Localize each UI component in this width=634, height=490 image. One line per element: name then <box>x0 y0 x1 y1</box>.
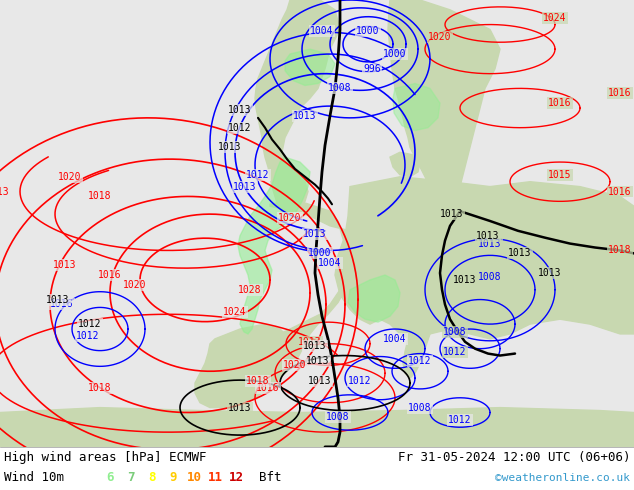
Text: 1013: 1013 <box>440 209 463 219</box>
Text: 1012: 1012 <box>246 170 269 180</box>
Text: 1013: 1013 <box>478 239 501 248</box>
Text: 1020: 1020 <box>428 32 452 42</box>
Polygon shape <box>445 182 634 285</box>
Text: 1013: 1013 <box>233 182 257 192</box>
Text: 1013: 1013 <box>46 294 70 305</box>
Text: 1013: 1013 <box>453 275 477 285</box>
Text: Wind 10m: Wind 10m <box>4 471 64 485</box>
Text: 1013: 1013 <box>228 105 252 115</box>
Text: 1012: 1012 <box>348 376 372 386</box>
Text: 1008: 1008 <box>328 83 352 94</box>
Text: 1008: 1008 <box>327 413 350 422</box>
Text: 9: 9 <box>169 471 177 485</box>
Polygon shape <box>440 250 555 319</box>
Text: 12: 12 <box>228 471 243 485</box>
Text: 1020: 1020 <box>283 360 307 370</box>
Polygon shape <box>195 324 295 408</box>
Text: 1024: 1024 <box>223 307 247 318</box>
Text: 1013: 1013 <box>538 268 562 278</box>
Text: 1020: 1020 <box>123 280 146 290</box>
Polygon shape <box>390 152 420 177</box>
Text: D13: D13 <box>0 187 9 196</box>
Text: 1013: 1013 <box>218 142 242 152</box>
Text: 1016: 1016 <box>256 383 280 393</box>
Text: 1016: 1016 <box>608 88 631 98</box>
Text: 1012: 1012 <box>228 122 252 133</box>
Text: 1013: 1013 <box>303 341 327 351</box>
Text: 1028: 1028 <box>238 285 262 295</box>
Text: 11: 11 <box>207 471 223 485</box>
Polygon shape <box>348 275 400 322</box>
Polygon shape <box>395 270 432 378</box>
Text: 1012: 1012 <box>448 416 472 425</box>
Text: 1008: 1008 <box>443 327 467 337</box>
Text: 1016: 1016 <box>608 187 631 196</box>
Text: 1013: 1013 <box>306 356 330 367</box>
Text: 1018: 1018 <box>246 376 269 386</box>
Text: Bft: Bft <box>259 471 281 485</box>
Text: 8: 8 <box>148 471 156 485</box>
Polygon shape <box>238 157 310 334</box>
Text: 1004: 1004 <box>318 258 342 268</box>
Polygon shape <box>285 49 335 85</box>
Text: 1018: 1018 <box>88 383 112 393</box>
Polygon shape <box>215 201 355 388</box>
Polygon shape <box>335 177 634 339</box>
Polygon shape <box>255 0 340 214</box>
Text: 1000: 1000 <box>383 49 407 59</box>
Text: 1018: 1018 <box>88 192 112 201</box>
Text: 1000: 1000 <box>356 26 380 36</box>
Text: 1012: 1012 <box>78 319 101 329</box>
Text: 1020: 1020 <box>58 172 82 182</box>
Text: 1004: 1004 <box>310 26 333 36</box>
Text: 1012: 1012 <box>408 356 432 367</box>
Text: 1013: 1013 <box>298 337 321 347</box>
Text: 1013: 1013 <box>303 229 327 239</box>
Text: 10: 10 <box>186 471 202 485</box>
Text: 1013: 1013 <box>294 111 317 121</box>
Text: 1008: 1008 <box>408 403 432 413</box>
Text: 1016: 1016 <box>548 98 572 108</box>
Text: 1012: 1012 <box>76 331 100 341</box>
Text: 1004: 1004 <box>383 334 407 344</box>
Polygon shape <box>393 83 440 131</box>
Polygon shape <box>0 408 634 447</box>
Text: 1015: 1015 <box>548 170 572 180</box>
Text: High wind areas [hPa] ECMWF: High wind areas [hPa] ECMWF <box>4 451 207 465</box>
Text: 1020: 1020 <box>278 213 302 223</box>
Text: 996: 996 <box>363 64 381 74</box>
Text: 7: 7 <box>127 471 135 485</box>
Text: 1016: 1016 <box>98 270 122 280</box>
Text: Fr 31-05-2024 12:00 UTC (06+06): Fr 31-05-2024 12:00 UTC (06+06) <box>398 451 630 465</box>
Text: 1013: 1013 <box>476 231 500 241</box>
Text: 1012: 1012 <box>443 346 467 357</box>
Text: 1000: 1000 <box>308 248 332 258</box>
Text: 1008: 1008 <box>478 272 501 282</box>
Text: 1016: 1016 <box>50 299 74 310</box>
Text: 1013: 1013 <box>308 376 332 386</box>
Text: 1013: 1013 <box>228 403 252 413</box>
Text: 1013: 1013 <box>53 260 77 270</box>
Polygon shape <box>388 0 500 211</box>
Text: 1024: 1024 <box>543 13 567 23</box>
Text: 1018: 1018 <box>608 245 631 255</box>
Text: 6: 6 <box>107 471 113 485</box>
Text: 1013: 1013 <box>508 248 532 258</box>
Text: ©weatheronline.co.uk: ©weatheronline.co.uk <box>495 473 630 483</box>
